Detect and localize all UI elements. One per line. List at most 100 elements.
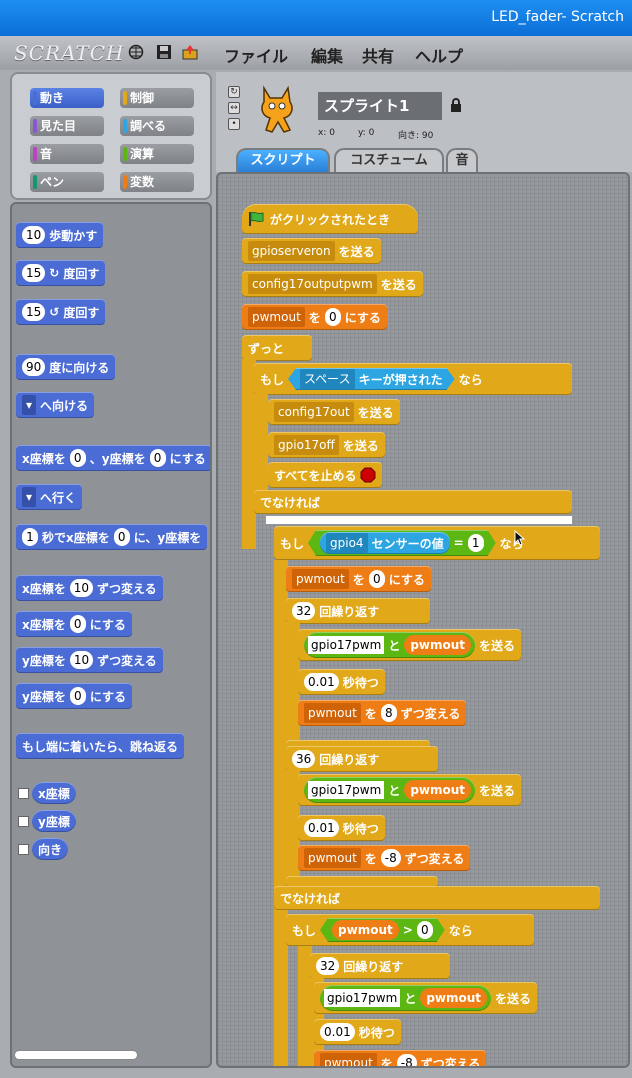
category-motion[interactable]: 動き [30,88,104,108]
set-y-block[interactable]: y座標を 0 にする [16,683,132,709]
window-title: LED_fader- Scratch [491,9,624,25]
wait-block[interactable]: 0.01 秒待つ [298,815,385,841]
bounce-block[interactable]: もし端に着いたら、跳ね返る [16,733,185,759]
change-y-block[interactable]: y座標を 10 ずつ変える [16,647,163,673]
if-block[interactable]: もし pwmout >0 なら [286,914,534,946]
tab-costumes[interactable]: コスチューム [334,148,444,172]
category-panel: 動き 制御 見た目 調べる 音 演算 ペン 変数 [10,72,212,200]
point-direction-block[interactable]: 90 度に向ける [16,354,116,380]
else-slot [266,516,572,524]
menu-bar: SCRATCH ファイル 編集 共有 ヘルプ [0,36,632,70]
repeat-block[interactable]: 32 回繰り返す [286,598,430,624]
sprite-name-field[interactable]: スプライト1 [318,92,442,120]
tab-scripts[interactable]: スクリプト [236,148,330,172]
glide-block[interactable]: 1 秒でx座標を 0 に、y座標を [16,524,208,550]
menu-file[interactable]: ファイル [224,47,289,66]
lock-icon[interactable] [450,98,462,112]
category-control[interactable]: 制御 [120,88,194,108]
tab-sounds[interactable]: 音 [446,148,478,172]
turn-cw-block[interactable]: 15 ↻ 度回す [16,260,106,286]
stop-all-block[interactable]: すべてを止める [268,462,383,488]
broadcast-block[interactable]: gpio17off を送る [268,432,385,458]
flip-style-icon[interactable]: ↔ [228,102,240,114]
goto-block[interactable]: ▾ へ行く [16,484,83,510]
if-arm [298,946,312,1066]
forever-arm [242,359,256,549]
broadcast-block[interactable]: gpioserveron を送る [242,238,381,264]
scratch-logo: SCRATCH [14,41,125,65]
forever-block[interactable]: ずっと [242,335,312,361]
repeat-arm [286,770,300,886]
else-label: でなければ [254,490,572,514]
globe-icon[interactable] [128,44,144,60]
if-arm [274,560,288,1066]
broadcast-block[interactable]: config17outputpwm を送る [242,271,423,297]
change-variable-block[interactable]: pwmout を -8 ずつ変える [298,845,471,871]
sensor-value-block: gpio4 センサーの値 [320,532,450,554]
y-position-checkbox[interactable] [18,816,29,827]
save-icon[interactable] [156,44,172,60]
palette-scrollbar[interactable] [14,1050,138,1060]
category-pen[interactable]: ペン [30,172,104,192]
title-bar: LED_fader- Scratch [0,0,632,36]
menu-edit[interactable]: 編集 [311,47,344,66]
repeat-block[interactable]: 36 回繰り返す [286,746,438,772]
y-position-reporter[interactable]: y座標 [32,810,76,832]
script-area: がクリックされたとき gpioserveron を送る config17outpu… [216,172,630,1068]
point-towards-block[interactable]: ▾ へ向ける [16,392,95,418]
mouse-cursor-icon [514,530,526,546]
join-block: gpio17pwm と pwmout [304,632,476,658]
direction-reporter[interactable]: 向き [32,838,69,860]
broadcast-join-block[interactable]: gpio17pwm と pwmout を送る [298,774,522,806]
category-sensing[interactable]: 調べる [120,116,194,136]
else-label: でなければ [274,886,600,910]
set-variable-block[interactable]: pwmout を 0 にする [286,566,431,592]
join-block: gpio17pwm と pwmout [304,777,476,803]
repeat-block[interactable]: 32 回繰り返す [310,953,450,979]
stop-sign-icon [360,467,376,483]
if-else-block[interactable]: もし スペース キーが押された なら [254,363,572,395]
broadcast-block[interactable]: config17out を送る [268,399,400,425]
cat-sprite-icon[interactable] [254,82,302,134]
set-x-block[interactable]: x座標を 0 にする [16,611,132,637]
share-icon[interactable] [182,44,198,60]
join-block: gpio17pwm と pwmout [320,985,492,1011]
category-variables[interactable]: 変数 [120,172,194,192]
category-operators[interactable]: 演算 [120,144,194,164]
x-coord-label: x: 0 [318,128,335,138]
if-arm [254,393,268,493]
sprite-info-panel: ↻ ↔ • スプライト1 x: 0 y: 0 向き: 90 スクリプト コスチュ… [216,72,632,172]
rotate-ccw-icon: ↺ [49,305,60,319]
menu-help[interactable]: ヘルプ [415,47,464,66]
rotate-style-icon[interactable]: ↻ [228,86,240,98]
wait-block[interactable]: 0.01 秒待つ [314,1019,401,1045]
set-variable-block[interactable]: pwmout を 0 にする [242,304,387,330]
x-position-checkbox[interactable] [18,788,29,799]
menu-share[interactable]: 共有 [362,47,395,66]
x-position-reporter[interactable]: x座標 [32,782,76,804]
direction-label: 向き: 90 [398,131,434,141]
broadcast-join-block[interactable]: gpio17pwm と pwmout を送る [314,982,538,1014]
move-steps-block[interactable]: 10 歩動かす [16,222,104,248]
green-flag-hat-block[interactable]: がクリックされたとき [242,204,418,234]
direction-checkbox[interactable] [18,844,29,855]
no-rotate-icon[interactable]: • [228,118,240,130]
block-palette: 10 歩動かす 15 ↻ 度回す 15 ↺ 度回す 90 度に向ける ▾ へ向ける x座標を 0… [10,202,212,1068]
change-x-block[interactable]: x座標を 10 ずつ変える [16,575,163,601]
repeat-arm [286,622,300,740]
rotate-cw-icon: ↻ [49,266,60,280]
if-else-block[interactable]: もし gpio4 センサーの値 = 1 なら [274,526,600,560]
goto-xy-block[interactable]: x座標を 0 、y座標を 0 にする [16,445,210,471]
broadcast-join-block[interactable]: gpio17pwm と pwmout を送る [298,629,522,661]
change-variable-block[interactable]: pwmout を -8 ずつ変える [314,1050,487,1066]
wait-block[interactable]: 0.01 秒待つ [298,669,385,695]
category-looks[interactable]: 見た目 [30,116,104,136]
green-flag-icon [249,211,264,226]
y-coord-label: y: 0 [358,128,375,138]
turn-ccw-block[interactable]: 15 ↺ 度回す [16,299,106,325]
key-pressed-block: スペース キーが押された [288,368,455,390]
category-sound[interactable]: 音 [30,144,104,164]
greater-than-block: pwmout >0 [320,918,445,942]
equals-block: gpio4 センサーの値 = 1 [308,530,496,556]
change-variable-block[interactable]: pwmout を 8 ずつ変える [298,700,467,726]
